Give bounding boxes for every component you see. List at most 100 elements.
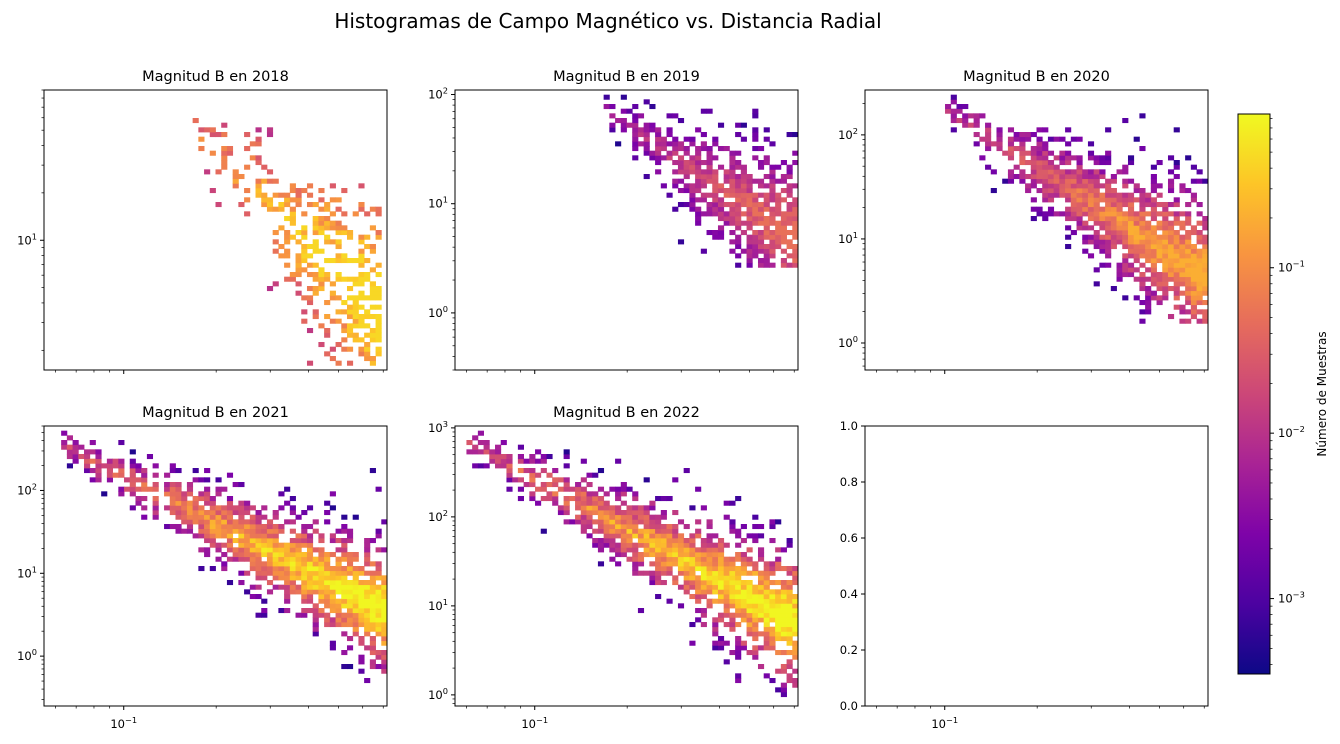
heatmap-cell bbox=[1139, 253, 1146, 259]
heatmap-cell bbox=[695, 528, 702, 534]
heatmap-cell bbox=[1127, 220, 1135, 226]
heatmap-cell bbox=[735, 552, 742, 558]
heatmap-cell bbox=[535, 500, 542, 506]
heatmap-cell bbox=[255, 533, 262, 539]
heatmap-cell bbox=[358, 640, 365, 646]
heatmap-cell bbox=[769, 561, 776, 567]
heatmap-cell bbox=[962, 113, 969, 119]
heatmap-cell bbox=[683, 146, 690, 152]
heatmap-cell bbox=[1162, 272, 1169, 278]
heatmap-cell bbox=[1202, 178, 1208, 184]
heatmap-cell bbox=[672, 477, 679, 483]
heatmap-cell bbox=[306, 328, 314, 334]
heatmap-cell bbox=[284, 594, 291, 600]
heatmap-cell bbox=[592, 472, 599, 478]
heatmap-cell bbox=[763, 192, 770, 198]
heatmap-cell bbox=[226, 505, 234, 511]
heatmap-cell bbox=[695, 197, 702, 203]
heatmap-cell bbox=[517, 468, 524, 474]
heatmap-cell bbox=[609, 514, 616, 520]
heatmap-cell bbox=[655, 169, 662, 175]
heatmap-cell bbox=[649, 552, 656, 558]
heatmap-cell bbox=[272, 230, 279, 236]
heatmap-cell bbox=[78, 444, 85, 450]
heatmap-cell bbox=[620, 118, 627, 124]
heatmap-cell bbox=[643, 122, 650, 128]
x-tick-label-exp: −1 bbox=[125, 715, 137, 725]
heatmap-cell bbox=[1167, 183, 1175, 189]
heatmap-cell bbox=[563, 482, 570, 488]
y-tick-label-base: 10 bbox=[428, 510, 443, 524]
heatmap-cell bbox=[597, 519, 605, 525]
heatmap-cell bbox=[1162, 230, 1169, 236]
heatmap-cell bbox=[1150, 290, 1157, 296]
heatmap-cell bbox=[324, 598, 331, 604]
heatmap-cell bbox=[255, 510, 262, 516]
heatmap-cell bbox=[1179, 262, 1186, 268]
heatmap-cell bbox=[375, 603, 382, 609]
heatmap-cell bbox=[346, 594, 354, 600]
heatmap-cell bbox=[746, 183, 753, 189]
heatmap-cell bbox=[278, 253, 285, 259]
heatmap-cell bbox=[717, 612, 725, 618]
heatmap-cell bbox=[335, 318, 342, 324]
heatmap-cell bbox=[655, 524, 662, 530]
heatmap-cell bbox=[141, 486, 148, 492]
heatmap-cell bbox=[769, 141, 776, 147]
heatmap-cell bbox=[763, 612, 770, 618]
heatmap-cell bbox=[695, 188, 702, 194]
x-tick-label-exp: −1 bbox=[536, 715, 548, 725]
heatmap-cell bbox=[746, 617, 753, 623]
heatmap-cell bbox=[272, 206, 279, 212]
heatmap-cell bbox=[352, 337, 359, 343]
heatmap-cell bbox=[752, 524, 759, 530]
heatmap-cell bbox=[769, 626, 776, 632]
heatmap-cell bbox=[1082, 169, 1089, 175]
heatmap-cell bbox=[792, 202, 798, 208]
heatmap-cell bbox=[763, 160, 770, 166]
heatmap-cell bbox=[1082, 183, 1089, 189]
heatmap-cell bbox=[306, 192, 314, 198]
heatmap-cell bbox=[312, 580, 319, 586]
heatmap-cell bbox=[769, 580, 776, 586]
heatmap-cell bbox=[312, 225, 319, 231]
heatmap-cell bbox=[352, 281, 359, 287]
heatmap-cell bbox=[375, 328, 382, 334]
heatmap-cell bbox=[712, 622, 719, 628]
heatmap-cell bbox=[358, 318, 365, 324]
heatmap-cell bbox=[620, 127, 627, 133]
heatmap-cell bbox=[1065, 192, 1072, 198]
heatmap-cell bbox=[495, 463, 502, 469]
heatmap-cell bbox=[592, 505, 599, 511]
heatmap-cell bbox=[346, 566, 354, 572]
subplot-title: Magnitud B en 2020 bbox=[963, 69, 1110, 85]
heatmap-cell bbox=[689, 202, 696, 208]
heatmap-cell bbox=[1150, 211, 1157, 217]
heatmap-cell bbox=[626, 533, 633, 539]
heatmap-cell bbox=[329, 491, 336, 497]
heatmap-cell bbox=[973, 118, 980, 124]
heatmap-cell bbox=[244, 211, 251, 217]
heatmap-cell bbox=[1196, 234, 1203, 240]
heatmap-cell bbox=[626, 519, 633, 525]
heatmap-cell bbox=[985, 136, 992, 142]
heatmap-cell bbox=[580, 510, 587, 516]
heatmap-cell bbox=[221, 155, 228, 161]
heatmap-cell bbox=[786, 570, 793, 576]
heatmap-cell bbox=[620, 500, 627, 506]
heatmap-cell bbox=[752, 127, 759, 133]
heatmap-cell bbox=[89, 468, 96, 474]
heatmap-cell bbox=[295, 239, 302, 245]
heatmap-cell bbox=[1162, 295, 1169, 301]
heatmap-cell bbox=[255, 542, 262, 548]
heatmap-cell bbox=[632, 155, 639, 161]
axes-frame bbox=[864, 89, 1209, 371]
heatmap-cell bbox=[1190, 272, 1197, 278]
y-tick-label-base: 10 bbox=[428, 599, 443, 613]
heatmap-cell bbox=[712, 234, 719, 240]
heatmap-cell bbox=[609, 127, 616, 133]
heatmap-cell bbox=[763, 244, 770, 250]
heatmap-cell bbox=[609, 538, 616, 544]
heatmap-cell bbox=[1202, 290, 1208, 296]
heatmap-cell bbox=[175, 491, 182, 497]
